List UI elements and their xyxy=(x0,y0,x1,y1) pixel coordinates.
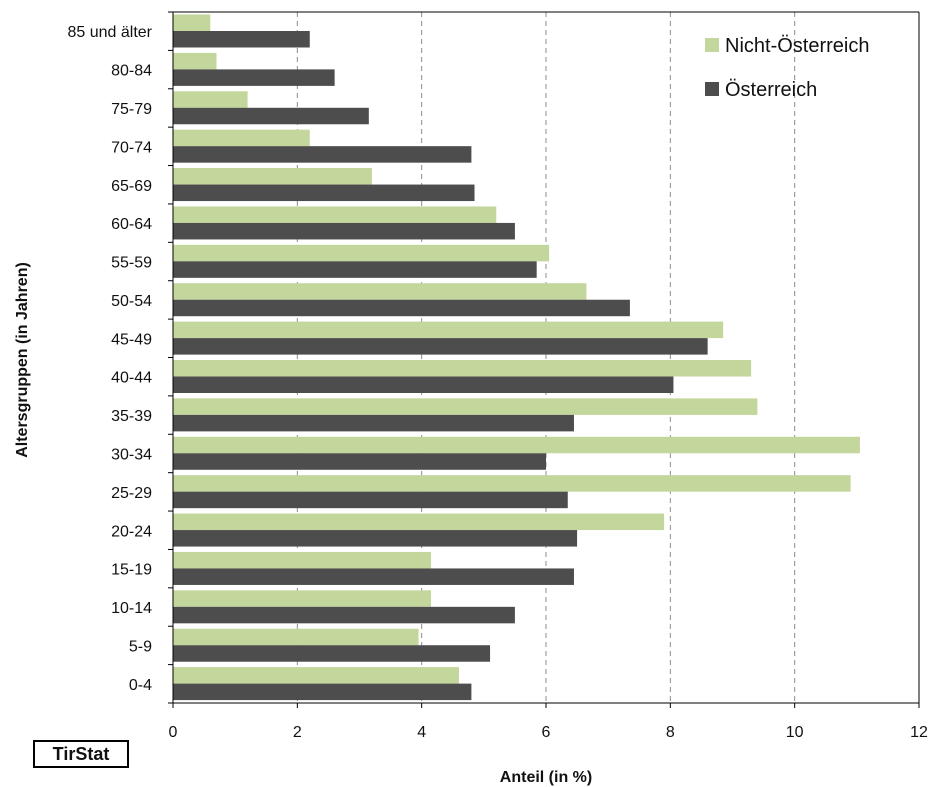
y-axis-title: Altersgruppen (in Jahren) xyxy=(14,262,31,458)
legend-label: Österreich xyxy=(725,79,817,101)
bar xyxy=(173,222,515,240)
bar xyxy=(173,91,248,108)
y-tick-label: 0-4 xyxy=(129,677,152,694)
bar xyxy=(173,453,546,470)
x-tick-label: 4 xyxy=(417,724,426,741)
bar xyxy=(173,69,335,86)
legend-label: Nicht-Österreich xyxy=(725,35,869,57)
bar xyxy=(173,184,475,202)
bar xyxy=(173,683,472,701)
bar xyxy=(173,261,537,278)
bar xyxy=(173,667,459,684)
bar xyxy=(173,146,472,163)
bar xyxy=(173,398,758,415)
x-axis-title: Anteil (in %) xyxy=(500,769,592,786)
legend-swatch xyxy=(705,38,719,52)
y-tick-label: 10-14 xyxy=(111,600,152,617)
bar xyxy=(173,168,372,185)
bar xyxy=(173,568,574,585)
bar xyxy=(173,299,630,317)
y-axis-ticks: 85 und älter 80-84 75-79 70-74 65-69 60-64 55-… xyxy=(67,11,173,704)
y-tick-label: 70-74 xyxy=(111,139,152,156)
bar xyxy=(173,14,211,31)
x-tick-label: 12 xyxy=(910,724,928,741)
bar xyxy=(173,283,587,300)
x-tick-label: 6 xyxy=(542,724,551,741)
y-tick-label: 20-24 xyxy=(111,523,152,540)
bar xyxy=(173,436,860,454)
y-tick-label: 25-29 xyxy=(111,485,152,502)
bars xyxy=(173,14,860,701)
y-tick-label: 45-49 xyxy=(111,331,152,348)
y-tick-label: 65-69 xyxy=(111,178,152,195)
y-tick-label: 55-59 xyxy=(111,255,152,272)
y-tick-label: 40-44 xyxy=(111,370,152,387)
bar xyxy=(173,107,369,125)
bar xyxy=(173,645,491,662)
x-tick-label: 10 xyxy=(786,724,804,741)
y-tick-label: 75-79 xyxy=(111,101,152,118)
legend-swatch xyxy=(705,82,719,96)
bar xyxy=(173,31,310,48)
x-tick-label: 0 xyxy=(169,724,178,741)
y-tick-label: 60-64 xyxy=(111,216,152,233)
bar xyxy=(173,628,419,646)
y-tick-label: 35-39 xyxy=(111,408,152,425)
bar xyxy=(173,129,310,147)
bar xyxy=(173,338,708,355)
bar xyxy=(173,475,851,492)
bar xyxy=(173,244,550,262)
x-tick-label: 8 xyxy=(666,724,675,741)
y-tick-label: 50-54 xyxy=(111,293,152,310)
bar xyxy=(173,206,497,223)
bar xyxy=(173,551,431,569)
x-axis-ticks: 0 2 4 6 8 10 12 xyxy=(169,703,928,741)
bar xyxy=(173,321,724,339)
bar xyxy=(173,360,752,377)
bar xyxy=(173,52,217,70)
bar xyxy=(173,513,665,531)
bar xyxy=(173,530,578,547)
bar xyxy=(173,590,431,607)
y-tick-label: 5-9 xyxy=(129,638,152,655)
bar xyxy=(173,606,515,624)
x-tick-label: 2 xyxy=(293,724,302,741)
tirstat-logo: TirStat xyxy=(33,740,129,768)
y-tick-label: 80-84 xyxy=(111,63,152,80)
legend: Nicht-Österreich Österreich xyxy=(705,35,869,101)
bar xyxy=(173,414,574,432)
y-tick-label: 85 und älter xyxy=(67,24,152,41)
bar xyxy=(173,376,674,393)
bar xyxy=(173,491,568,509)
y-tick-label: 15-19 xyxy=(111,562,152,579)
y-tick-label: 30-34 xyxy=(111,446,152,463)
